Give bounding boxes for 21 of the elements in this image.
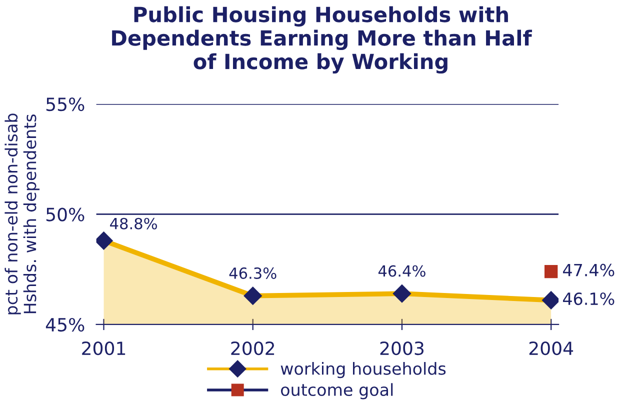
- legend-label: working households: [280, 362, 446, 378]
- x-tick-label: 2004: [529, 341, 574, 356]
- y-tick-label: 45%: [46, 318, 84, 332]
- point: [542, 290, 559, 310]
- data-label: 46.1%: [563, 292, 614, 306]
- point: [392, 284, 412, 303]
- x-tick-label: 2001: [82, 341, 126, 356]
- legend-label: outcome goal: [281, 383, 393, 400]
- point: [544, 264, 558, 278]
- point: [244, 286, 262, 306]
- data-label: 47.4%: [563, 264, 614, 276]
- y-tick-label: 50%: [46, 208, 84, 222]
- data-label: 48.8%: [110, 218, 157, 230]
- chart-title: Public Housing Households with Dependents Earning More than Half of Income by Working: [112, 6, 532, 74]
- point: [96, 231, 114, 250]
- x-tick-label: 2003: [380, 341, 424, 356]
- data-label: 46.3%: [229, 267, 276, 279]
- y-tick-label: 55%: [46, 97, 84, 112]
- data-label: 46.4%: [378, 265, 426, 277]
- x-tick-label: 2002: [231, 341, 274, 356]
- y-axis-title: pct of non-eld non-disab Hshds. with dependents: [4, 114, 40, 314]
